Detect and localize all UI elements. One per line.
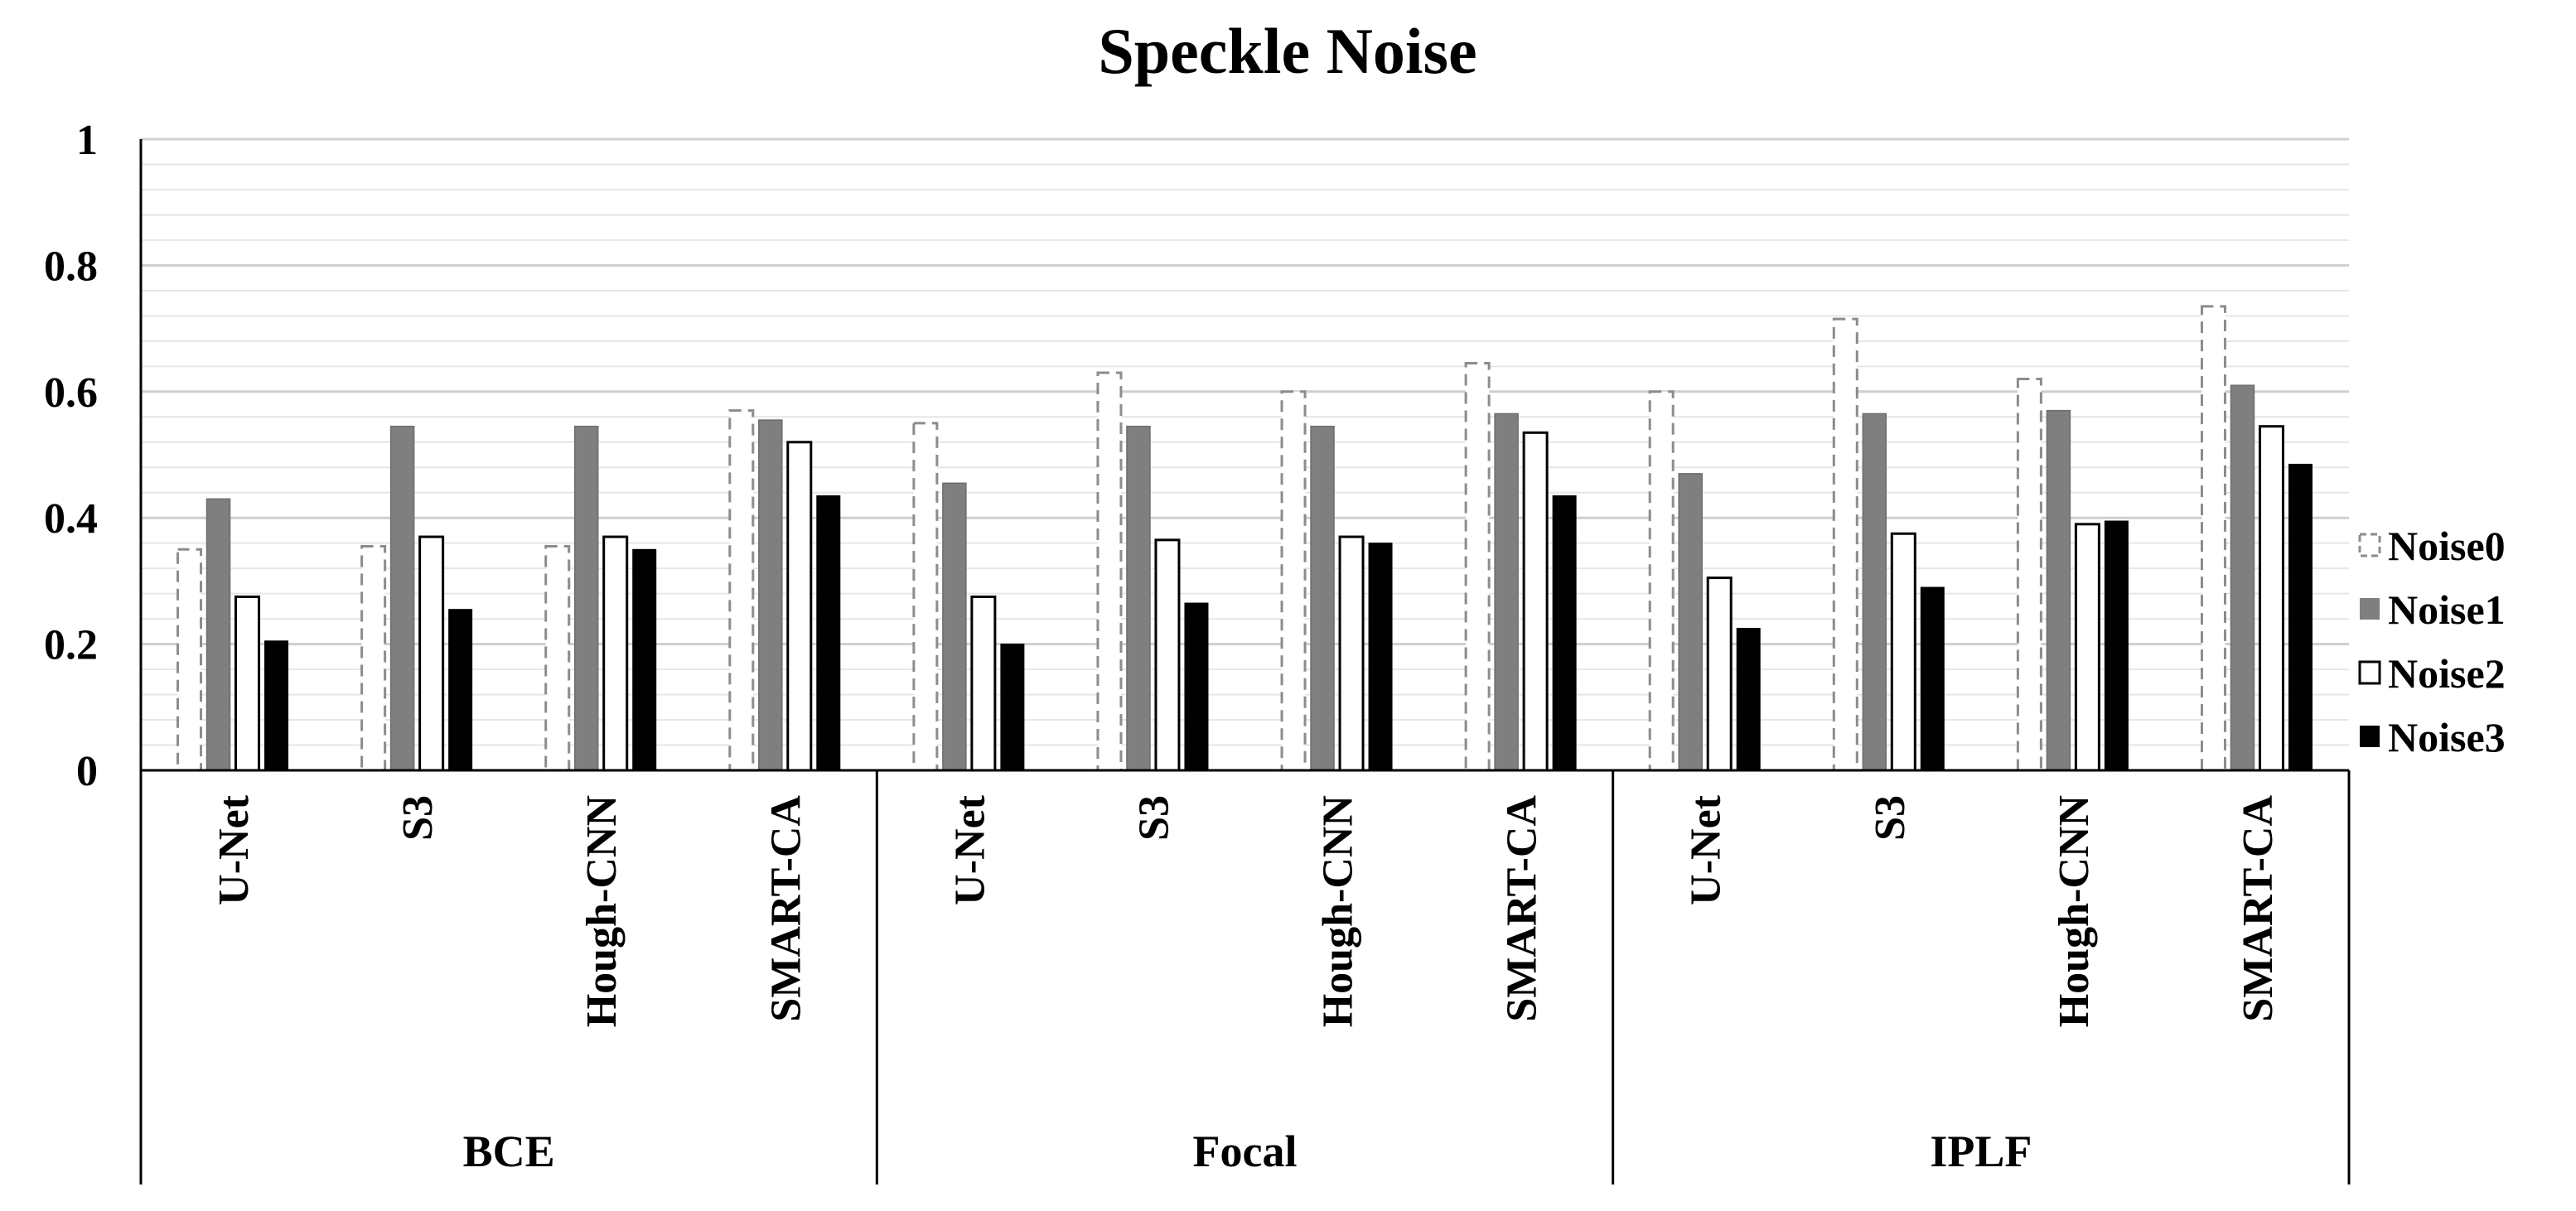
bar-noise3-bce-smart-ca [816,495,841,771]
y-tick-label: 0 [76,748,98,795]
bar-noise0-bce-smart-ca [728,409,755,772]
y-tick-label: 0.6 [44,369,98,417]
bar-noise3-bce-hough-cnn [632,548,657,771]
bar-noise1-focal-hough-cnn [1310,425,1335,771]
bars [176,305,2313,772]
x-category-labels: U-Net S3 Hough-CNN SMART-CA U-Net S3 Hough-CNN… [210,794,2282,1027]
x-group-labels: BCE Focal IPLF [463,1127,2032,1176]
x-category-label: SMART-CA [1499,795,1546,1022]
legend-label-noise0: Noise0 [2388,523,2506,569]
x-category-label: S3 [1130,795,1177,841]
bar-noise0-focal-smart-ca [1464,362,1491,772]
legend-swatch-noise1 [2360,598,2380,620]
legend-label-noise2: Noise2 [2388,650,2506,697]
bar-noise2-iplf-u-net [1706,577,1733,772]
bar-noise2-iplf-s3 [1890,532,1916,772]
bar-noise1-bce-s3 [389,425,415,771]
bar-noise3-focal-hough-cnn [1368,543,1393,771]
bar-noise1-iplf-s3 [1862,413,1887,771]
bar-noise1-iplf-hough-cnn [2046,409,2071,771]
bar-noise1-bce-hough-cnn [573,425,599,771]
bar-noise2-bce-smart-ca [786,441,813,772]
y-tick-label: 0.8 [44,243,98,290]
bar-noise1-bce-smart-ca [758,419,783,771]
bar-noise3-iplf-smart-ca [2288,463,2313,771]
x-category-label: Hough-CNN [578,795,626,1027]
x-category-label: U-Net [210,794,258,905]
bar-noise3-focal-smart-ca [1552,495,1577,771]
bar-noise0-bce-u-net [176,548,203,772]
bar-noise2-iplf-hough-cnn [2074,523,2100,772]
bar-noise3-bce-u-net [264,640,289,771]
bar-noise2-focal-hough-cnn [1338,535,1365,772]
x-group-label: IPLF [1930,1127,2032,1176]
bar-noise1-focal-s3 [1126,425,1151,771]
axes [139,139,2351,1184]
x-category-label: S3 [394,795,442,841]
bar-noise3-focal-s3 [1184,602,1209,771]
legend-swatch-noise2 [2358,660,2381,685]
legend-swatch-noise0 [2358,533,2381,557]
bar-noise0-focal-hough-cnn [1280,390,1307,772]
bar-noise3-focal-u-net [1000,644,1025,771]
x-category-label: Hough-CNN [1315,795,1362,1027]
bar-noise0-iplf-smart-ca [2200,305,2226,772]
bar-noise2-iplf-smart-ca [2258,425,2284,772]
bar-noise2-focal-s3 [1154,538,1181,772]
bar-noise0-iplf-hough-cnn [2016,378,2042,772]
bar-noise2-bce-s3 [418,535,445,772]
x-group-label: Focal [1193,1127,1298,1176]
bar-noise0-iplf-u-net [1648,390,1675,772]
bar-noise0-bce-hough-cnn [544,544,571,772]
bar-noise0-focal-u-net [912,422,939,772]
bar-noise3-iplf-s3 [1920,586,1945,771]
bar-noise0-bce-s3 [360,544,387,772]
x-category-label: SMART-CA [2235,795,2282,1022]
y-tick-label: 1 [76,117,98,164]
bar-noise2-focal-u-net [970,595,997,772]
x-category-label: S3 [1867,795,1914,841]
y-tick-labels: 0 0.2 0.4 0.6 0.8 1 [44,117,98,795]
bar-noise1-focal-smart-ca [1494,413,1519,771]
x-category-label: U-Net [946,794,993,905]
y-tick-label: 0.2 [44,622,98,669]
legend-label-noise1: Noise1 [2388,586,2506,633]
legend: Noise0 Noise1 Noise2 Noise3 [2358,523,2506,760]
chart-title: Speckle Noise [1098,15,1476,87]
bar-noise2-bce-u-net [234,595,261,772]
bar-noise1-bce-u-net [205,498,231,771]
bar-noise0-focal-s3 [1096,371,1123,772]
bar-noise0-iplf-s3 [1832,317,1858,772]
bar-noise3-iplf-u-net [1736,628,1761,771]
gridlines [141,138,2349,746]
bar-noise3-iplf-hough-cnn [2104,520,2129,771]
bar-noise1-focal-u-net [942,482,967,771]
x-category-label: SMART-CA [762,795,810,1022]
bar-noise3-bce-s3 [448,609,473,771]
y-tick-label: 0.4 [44,495,98,543]
bar-noise1-iplf-u-net [1678,473,1703,771]
bar-noise2-bce-hough-cnn [602,535,629,772]
bar-noise2-focal-smart-ca [1522,431,1549,772]
x-category-label: Hough-CNN [2051,795,2098,1027]
legend-label-noise3: Noise3 [2388,714,2506,760]
x-group-label: BCE [463,1127,555,1176]
bar-noise1-iplf-smart-ca [2230,384,2255,771]
x-category-label: U-Net [1683,794,1730,905]
legend-swatch-noise3 [2360,726,2380,747]
